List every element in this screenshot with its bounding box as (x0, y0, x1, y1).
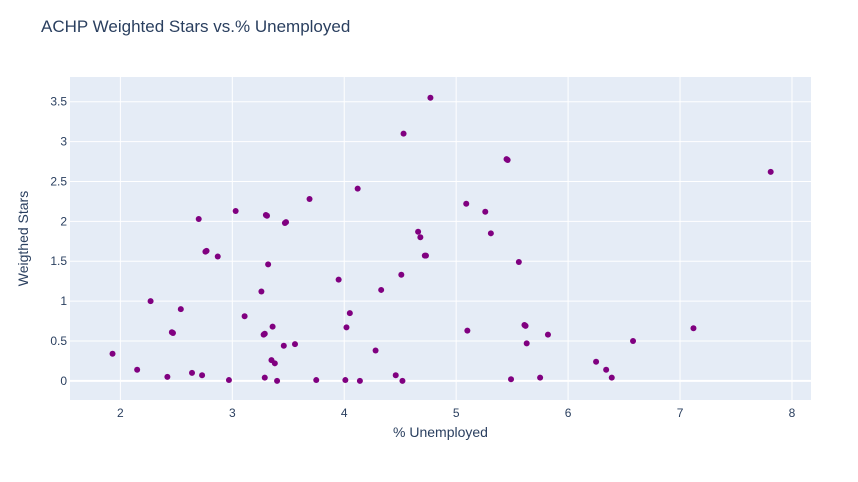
scatter-point (274, 377, 281, 384)
scatter-point (232, 207, 239, 214)
y-tick-label: 1 (60, 294, 67, 308)
scatter-point (504, 156, 511, 163)
scatter-point (271, 360, 278, 367)
data-points (109, 94, 774, 384)
tick-labels: 2 3 4 5 6 7 8 0 0.5 1 1.5 2 2.5 3 3.5 (50, 95, 795, 420)
x-tick-label: 8 (789, 406, 796, 420)
scatter-point (283, 219, 290, 226)
scatter-point (400, 130, 407, 137)
scatter-point (415, 228, 422, 235)
scatter-point (523, 340, 530, 347)
y-tick-label: 3 (60, 135, 67, 149)
scatter-point (335, 276, 342, 283)
scatter-point (346, 310, 353, 317)
x-tick-label: 3 (229, 406, 236, 420)
scatter-point (392, 372, 399, 379)
scatter-point (372, 347, 379, 354)
x-tick-label: 5 (453, 406, 460, 420)
scatter-point (463, 200, 470, 207)
scatter-point (269, 323, 276, 330)
plot-area (70, 77, 811, 400)
y-tick-label: 0.5 (50, 334, 67, 348)
gridlines (70, 77, 811, 400)
scatter-point (515, 259, 522, 266)
scatter-point (537, 374, 544, 381)
scatter-point (264, 212, 271, 219)
scatter-point (508, 376, 515, 383)
scatter-point (177, 306, 184, 313)
y-tick-label: 1.5 (50, 254, 67, 268)
scatter-point (313, 377, 320, 384)
scatter-point (608, 374, 615, 381)
scatter-point (487, 230, 494, 237)
x-axis-title: % Unemployed (393, 424, 488, 440)
scatter-point (241, 313, 248, 320)
scatter-point (134, 366, 141, 373)
scatter-point (342, 377, 349, 384)
y-tick-label: 3.5 (50, 95, 67, 109)
scatter-point (261, 374, 268, 381)
scatter-point (427, 94, 434, 101)
scatter-point (417, 234, 424, 241)
scatter-point (378, 286, 385, 293)
x-tick-label: 2 (117, 406, 124, 420)
scatter-point (630, 337, 637, 344)
scatter-point (214, 253, 221, 260)
scatter-point (225, 377, 232, 384)
scatter-point (354, 185, 361, 192)
scatter-point (522, 322, 529, 329)
scatter-point (164, 373, 171, 380)
scatter-point (189, 369, 196, 376)
scatter-point (258, 288, 265, 295)
y-tick-label: 2.5 (50, 174, 67, 188)
y-axis-title: Weigthed Stars (15, 191, 31, 286)
scatter-point (767, 168, 774, 175)
x-tick-label: 7 (677, 406, 684, 420)
scatter-point (306, 196, 313, 203)
scatter-point (603, 366, 610, 373)
y-tick-label: 2 (60, 214, 67, 228)
scatter-point (593, 358, 600, 365)
scatter-point (265, 261, 272, 268)
scatter-point (195, 215, 202, 222)
scatter-point (356, 377, 363, 384)
x-tick-label: 4 (341, 406, 348, 420)
scatter-point (202, 248, 209, 255)
scatter-point (280, 342, 287, 349)
chart-title: ACHP Weighted Stars vs.% Unemployed (41, 17, 350, 36)
scatter-point (422, 252, 429, 259)
scatter-point (482, 208, 489, 215)
scatter-point (169, 330, 176, 337)
scatter-point (199, 372, 206, 379)
scatter-point (464, 327, 471, 334)
scatter-point (147, 298, 154, 305)
scatter-point (398, 271, 405, 278)
scatter-point (544, 331, 551, 338)
scatter-point (109, 350, 116, 357)
scatter-point (260, 331, 267, 338)
scatter-point (343, 324, 350, 331)
scatter-point (690, 325, 697, 332)
x-tick-label: 6 (565, 406, 572, 420)
scatter-point (399, 377, 406, 384)
scatter-point (291, 341, 298, 348)
y-tick-label: 0 (60, 374, 67, 388)
